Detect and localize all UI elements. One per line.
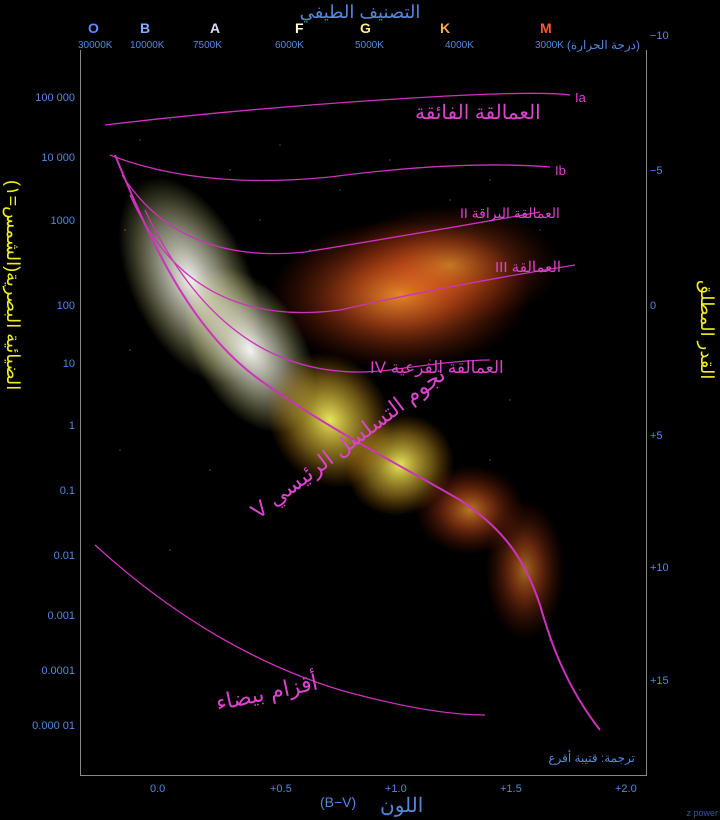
bv-label: (B−V) bbox=[320, 794, 356, 810]
luminosity-tick: 0.0001 bbox=[41, 665, 75, 677]
magnitude-tick: −5 bbox=[650, 165, 663, 177]
spectral-class-B: B bbox=[140, 20, 150, 36]
region-label: العمالقة البراقة II bbox=[460, 205, 560, 222]
temp-tick: 30000K bbox=[78, 40, 112, 51]
luminosity-tick: 0.000 01 bbox=[32, 720, 75, 732]
temp-tick: 6000K bbox=[275, 40, 304, 51]
temperature-unit: (درجة الحرارة) bbox=[567, 38, 640, 52]
temp-tick: 7500K bbox=[193, 40, 222, 51]
temp-tick: 3000K bbox=[535, 40, 564, 51]
temp-tick: 5000K bbox=[355, 40, 384, 51]
color-title: اللون bbox=[380, 793, 423, 818]
luminosity-label: الضيائية البصرية(الشمس=١) bbox=[2, 180, 24, 390]
luminosity-tick: 100 000 bbox=[35, 92, 75, 104]
lum-class-marker: Ia bbox=[575, 90, 586, 105]
temp-tick: 4000K bbox=[445, 40, 474, 51]
luminosity-tick: 10 bbox=[63, 358, 75, 370]
temp-tick: 10000K bbox=[130, 40, 164, 51]
lum-class-marker: Ib bbox=[555, 163, 566, 178]
spectral-class-K: K bbox=[440, 20, 450, 36]
magnitude-tick: +10 bbox=[650, 562, 669, 574]
magnitude-tick: −10 bbox=[650, 30, 669, 42]
bv-tick: +0.5 bbox=[270, 783, 292, 795]
watermark: z power bbox=[686, 808, 718, 818]
bv-tick: +1.5 bbox=[500, 783, 522, 795]
luminosity-tick: 0.1 bbox=[60, 485, 75, 497]
bv-tick: 0.0 bbox=[150, 783, 165, 795]
bv-tick: +1.0 bbox=[385, 783, 407, 795]
luminosity-tick: 100 bbox=[57, 300, 75, 312]
plot-frame bbox=[80, 50, 647, 776]
bv-tick: +2.0 bbox=[615, 783, 637, 795]
magnitude-tick: +5 bbox=[650, 430, 663, 442]
luminosity-tick: 0.01 bbox=[54, 550, 75, 562]
luminosity-tick: 10 000 bbox=[41, 152, 75, 164]
spectral-class-A: A bbox=[210, 20, 220, 36]
magnitude-tick: 0 bbox=[650, 300, 656, 312]
region-label: العمالقة III bbox=[495, 258, 561, 276]
absolute-magnitude-label: القدر المطلق bbox=[696, 280, 718, 379]
luminosity-tick: 0.001 bbox=[47, 610, 75, 622]
spectral-class-F: F bbox=[295, 20, 304, 36]
luminosity-tick: 1000 bbox=[51, 215, 75, 227]
luminosity-tick: 1 bbox=[69, 420, 75, 432]
spectral-class-O: O bbox=[88, 20, 99, 36]
region-label: العمالقة الفائقة bbox=[415, 100, 541, 125]
translation-credit: ترجمة: قتيبة أقرع bbox=[548, 751, 635, 765]
magnitude-tick: +15 bbox=[650, 675, 669, 687]
spectral-class-M: M bbox=[540, 20, 552, 36]
spectral-class-G: G bbox=[360, 20, 371, 36]
